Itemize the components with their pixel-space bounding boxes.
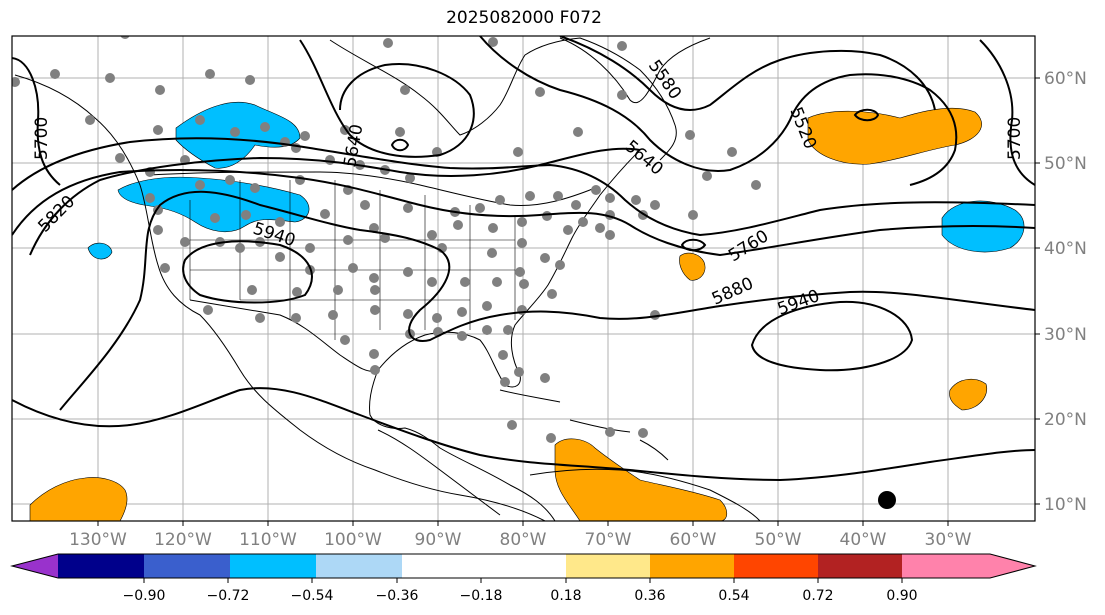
positive-area-mid-atlantic <box>949 378 988 411</box>
lon-label-60w: 60°W <box>670 530 717 550</box>
lon-label-50w: 50°W <box>755 530 802 550</box>
lat-label-50n: 50°N <box>1044 154 1087 174</box>
colorbar-segment-0 <box>12 554 58 578</box>
lon-label-70w: 70°W <box>585 530 632 550</box>
lon-label-110w: 110°W <box>239 530 297 550</box>
positive-area-bermuda <box>679 252 706 281</box>
colorbar-orange <box>650 554 734 578</box>
lat-label-20n: 20°N <box>1044 410 1087 430</box>
latitude-labels: 60°N 50°N 40°N 30°N 20°N 10°N <box>1044 69 1087 515</box>
colorbar-outline <box>10 553 1037 579</box>
contour-label-5700-east: 5700 <box>1005 117 1025 160</box>
contour-5880 <box>12 169 1035 257</box>
contour-closed-small-atlantic <box>680 238 707 252</box>
positive-area-north-atlantic <box>807 107 982 165</box>
caribbean-islands <box>499 389 669 461</box>
north-america-west-coast <box>14 74 546 521</box>
colorbar-pink-end <box>902 554 1035 578</box>
contour-5520 <box>559 36 936 111</box>
positive-anomaly-areas <box>29 107 988 521</box>
colorbar: −0.90 −0.72 −0.54 −0.36 −0.18 0.18 0.36 … <box>10 553 1037 604</box>
lon-label-120w: 120°W <box>154 530 212 550</box>
lon-label-80w: 80°W <box>500 530 547 550</box>
us-mexico-border <box>189 299 379 372</box>
contour-label-5640-east: 5640 <box>621 137 667 180</box>
station-dots <box>12 36 761 443</box>
lon-label-100w: 100°W <box>324 530 382 550</box>
lat-label-60n: 60°N <box>1044 69 1087 89</box>
contour-label-5700-west: 5700 <box>32 117 52 160</box>
contour-closed-low-canada <box>390 138 410 152</box>
lon-label-30w: 30°W <box>925 530 972 550</box>
central-america-coast <box>377 429 501 516</box>
colorbar-segment-2 <box>144 554 230 578</box>
coastlines-and-borders <box>14 37 761 521</box>
colorbar-tick-6: 0.36 <box>634 588 665 604</box>
negative-area-offshore <box>87 242 113 260</box>
graticule <box>12 36 1035 521</box>
lat-label-10n: 10°N <box>1044 495 1087 515</box>
colorbar-tick-0: −0.90 <box>123 588 166 604</box>
positive-area-caribbean <box>554 438 728 521</box>
contour-5580 <box>479 36 958 186</box>
colorbar-tick-5: 0.18 <box>550 588 581 604</box>
axis-ticks <box>97 77 1040 526</box>
contour-5820-west <box>29 147 641 256</box>
contour-5640 <box>299 39 475 158</box>
colorbar-dark-red <box>818 554 902 578</box>
lon-label-90w: 90°W <box>415 530 462 550</box>
contour-closed-low-atlantic <box>853 108 880 122</box>
south-america-north-coast <box>529 468 761 521</box>
contour-label-5760: 5760 <box>725 226 772 266</box>
contour-closed-southwest <box>182 240 313 304</box>
colorbar-light-yellow <box>566 554 650 578</box>
contour-label-5940-east: 5940 <box>775 286 822 320</box>
storm-marker <box>878 491 896 509</box>
map-title: 2025082000 F072 <box>446 8 602 28</box>
colorbar-tick-1: −0.72 <box>207 588 250 604</box>
colorbar-tick-7: 0.54 <box>718 588 749 604</box>
colorbar-tick-2: −0.54 <box>291 588 334 604</box>
colorbar-tick-4: −0.18 <box>460 588 503 604</box>
contour-5940 <box>59 190 1035 411</box>
contour-5760 <box>12 137 1035 237</box>
positive-area-eastern-pacific <box>29 477 128 521</box>
lon-label-40w: 40°W <box>840 530 887 550</box>
colorbar-segment-1 <box>58 554 144 578</box>
contour-closed-high-atlantic <box>750 300 914 372</box>
colorbar-tick-8: 0.72 <box>802 588 833 604</box>
colorbar-mid-white <box>402 554 574 578</box>
lat-label-30n: 30°N <box>1044 325 1087 345</box>
colorbar-tick-3: −0.36 <box>376 588 419 604</box>
lon-label-130w: 130°W <box>69 530 127 550</box>
contour-tropical <box>12 387 1035 482</box>
colorbar-red-orange <box>734 554 818 578</box>
contour-5700-west <box>12 57 61 186</box>
colorbar-segment-3 <box>230 554 316 578</box>
contour-label-5580: 5580 <box>644 56 685 103</box>
height-contours <box>12 36 1035 482</box>
contour-5700-east <box>979 39 1035 186</box>
longitude-labels: 130°W 120°W 110°W 100°W 90°W 80°W 70°W 6… <box>69 530 972 550</box>
north-america-east-coast <box>369 149 641 521</box>
hudson-bay-and-canada <box>329 37 677 161</box>
colorbar-segment-4 <box>316 554 402 578</box>
colorbar-tick-9: 0.90 <box>886 588 917 604</box>
lat-label-40n: 40°N <box>1044 239 1087 259</box>
greenland-coast <box>559 37 711 103</box>
